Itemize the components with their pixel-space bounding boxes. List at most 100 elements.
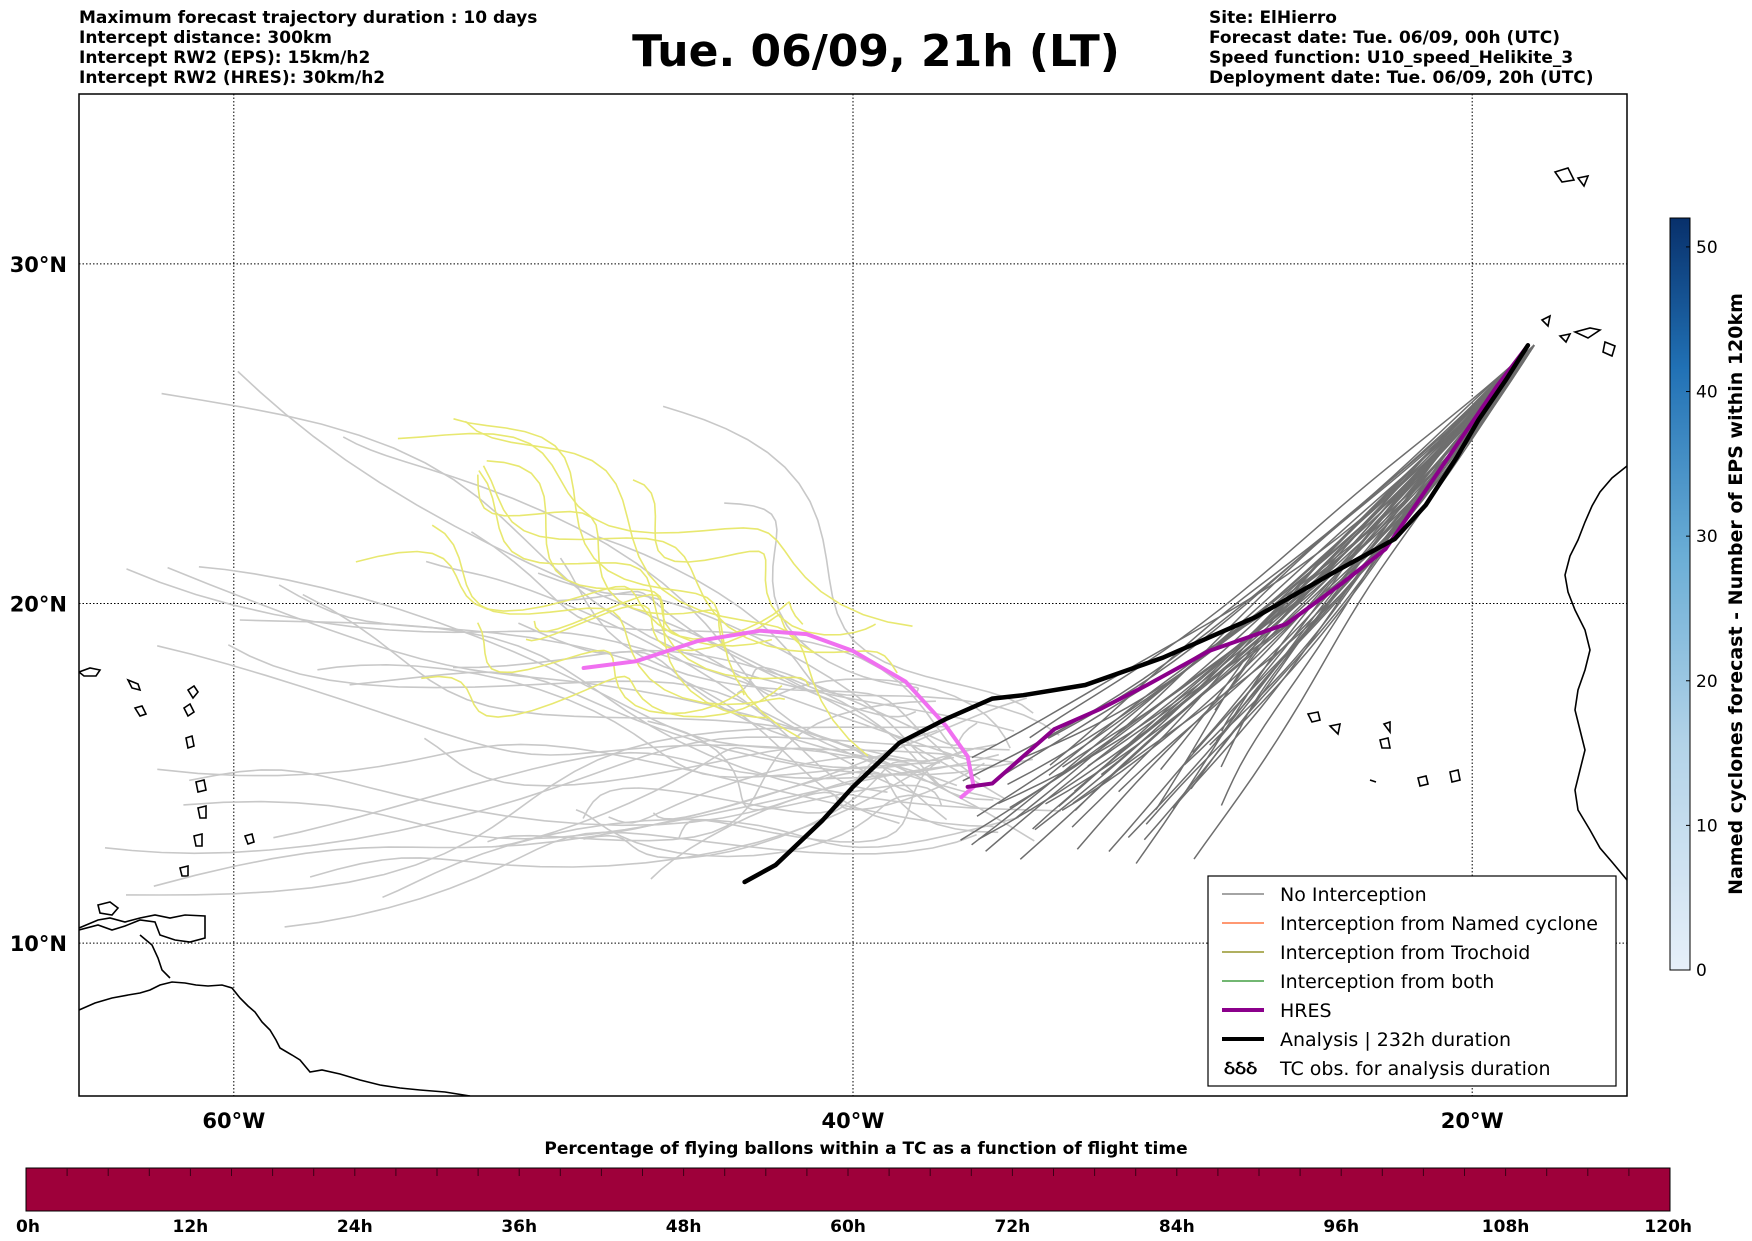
faint-track bbox=[342, 436, 917, 762]
intercept-hres-text: Intercept RW2 (HRES): 30km/h2 bbox=[79, 68, 386, 88]
intercept-eps-text: Intercept RW2 (EPS): 15km/h2 bbox=[79, 48, 371, 68]
colorbar-tick-5: 50 bbox=[1696, 238, 1718, 258]
lat-label-1: 20°N bbox=[10, 592, 67, 616]
analysis-track bbox=[742, 343, 1531, 885]
barbados-island bbox=[243, 833, 255, 846]
colorbar-tick-4: 40 bbox=[1696, 383, 1718, 403]
puerto-rico-islands bbox=[79, 667, 148, 717]
faint-track bbox=[382, 816, 1019, 899]
flight-bar-fill bbox=[25, 1167, 1671, 1212]
legend-box bbox=[1207, 875, 1617, 1087]
yellow-track bbox=[632, 479, 876, 636]
coastlines bbox=[79, 167, 1627, 1096]
faint-track bbox=[309, 743, 997, 878]
faint-track bbox=[183, 764, 994, 840]
faint-track bbox=[284, 831, 977, 928]
no-interception-track bbox=[971, 344, 1535, 759]
yellow-track bbox=[421, 675, 783, 718]
faint-track bbox=[470, 531, 960, 756]
flight-bar-tick-2: 24h bbox=[337, 1217, 373, 1237]
legend-label-2: Interception from Trochoid bbox=[1280, 942, 1530, 964]
flight-bar-tick-1: 12h bbox=[173, 1217, 209, 1237]
graticule bbox=[79, 94, 1627, 1096]
yellow-track bbox=[431, 524, 785, 706]
lon-label-1: 40°W bbox=[822, 1109, 885, 1133]
site-text: Site: ElHierro bbox=[1209, 8, 1337, 28]
faint-track bbox=[583, 760, 907, 859]
no-interception-track bbox=[1058, 344, 1535, 807]
africa-coast bbox=[1564, 465, 1627, 881]
yellow-track bbox=[355, 550, 773, 647]
faint-track bbox=[198, 566, 1017, 764]
max-duration-text: Maximum forecast trajectory duration : 1… bbox=[79, 8, 538, 28]
faint-track bbox=[662, 405, 1034, 714]
speed-function-text: Speed function: U10_speed_Helikite_3 bbox=[1209, 48, 1574, 68]
faint-track bbox=[650, 762, 985, 880]
header-right-info: Site: ElHierro Forecast date: Tue. 06/09… bbox=[1209, 8, 1594, 88]
canaries-islands bbox=[1540, 314, 1616, 358]
faint-track bbox=[157, 645, 958, 787]
lon-label-2: 20°W bbox=[1441, 1109, 1504, 1133]
venezuela-coast-detail bbox=[79, 914, 206, 943]
colorbar-title: Named cyclones forecast - Number of EPS … bbox=[1725, 293, 1747, 895]
flight-bar-tick-4: 48h bbox=[666, 1217, 702, 1237]
colorbar-gradient bbox=[1669, 217, 1691, 971]
faint-track bbox=[189, 769, 906, 827]
legend-label-6: TC obs. for analysis duration bbox=[1279, 1058, 1551, 1080]
forecast-date-text: Forecast date: Tue. 06/09, 00h (UTC) bbox=[1209, 28, 1560, 48]
faint-track bbox=[349, 671, 1034, 776]
yellow-track bbox=[533, 593, 804, 640]
flight-bar-tick-3: 36h bbox=[501, 1217, 537, 1237]
flight-bar-title: Percentage of flying ballons within a TC… bbox=[544, 1139, 1187, 1159]
faint-track bbox=[423, 737, 924, 798]
flight-time-bar: Percentage of flying ballons within a TC… bbox=[16, 1139, 1692, 1237]
legend-label-3: Interception from both bbox=[1280, 971, 1494, 993]
yellow-track bbox=[453, 418, 801, 739]
guiana-coast bbox=[139, 934, 171, 979]
colorbar-tick-3: 30 bbox=[1696, 527, 1718, 547]
lesser-antilles-4 bbox=[195, 779, 207, 793]
lon-label-0: 60°W bbox=[202, 1109, 265, 1133]
colorbar-tick-0: 0 bbox=[1696, 961, 1707, 981]
yellow-track bbox=[477, 474, 727, 652]
faint-track bbox=[647, 720, 943, 811]
yellow-track bbox=[464, 420, 869, 757]
trinidad-island bbox=[97, 901, 120, 916]
faint-track bbox=[537, 572, 931, 763]
lesser-antilles-1 bbox=[186, 684, 199, 700]
lesser-antilles-2 bbox=[182, 702, 196, 718]
faint-track bbox=[273, 751, 999, 839]
colorbar-tick-2: 20 bbox=[1696, 672, 1718, 692]
hres-track bbox=[965, 343, 1530, 789]
map-frame bbox=[78, 93, 1628, 1097]
yellow-eps-tracks bbox=[355, 418, 913, 757]
colorbar-tick-1: 10 bbox=[1696, 816, 1718, 836]
legend-symbol-tc-obs: ઠઠઠ bbox=[1224, 1057, 1257, 1079]
flight-bar-tick-9: 108h bbox=[1482, 1217, 1530, 1237]
faint-track bbox=[126, 568, 969, 761]
faint-track bbox=[518, 622, 950, 793]
faint-eps-tracks bbox=[104, 370, 1061, 928]
flight-bar-tick-10: 120h bbox=[1644, 1217, 1692, 1237]
legend-label-0: No Interception bbox=[1280, 884, 1427, 906]
yellow-track bbox=[397, 432, 913, 627]
yellow-track bbox=[478, 470, 810, 687]
deployment-date-text: Deployment date: Tue. 06/09, 20h (UTC) bbox=[1209, 68, 1594, 88]
page-title: Tue. 06/09, 21h (LT) bbox=[632, 26, 1120, 77]
south-america-coast bbox=[79, 981, 471, 1096]
faint-track bbox=[167, 566, 1035, 842]
flight-bar-tick-6: 72h bbox=[995, 1217, 1031, 1237]
lesser-antilles-3 bbox=[185, 734, 195, 750]
faint-track bbox=[302, 593, 948, 821]
faint-track bbox=[652, 770, 999, 834]
header-left-info: Maximum forecast trajectory duration : 1… bbox=[79, 8, 537, 88]
intercept-distance-text: Intercept distance: 300km bbox=[79, 28, 332, 48]
faint-track bbox=[278, 584, 900, 825]
flight-bar-tick-5: 60h bbox=[830, 1217, 866, 1237]
lat-label-0: 10°N bbox=[10, 932, 67, 956]
lesser-antilles-7 bbox=[179, 864, 189, 877]
madeira-islands bbox=[1553, 167, 1590, 188]
flight-bar-tick-8: 96h bbox=[1323, 1217, 1359, 1237]
no-interception-track bbox=[1193, 344, 1535, 860]
